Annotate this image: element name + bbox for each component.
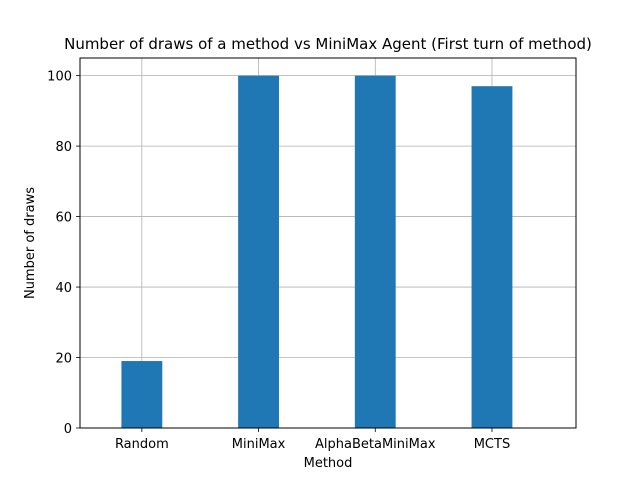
bar-alphabetaminimax (354, 75, 396, 428)
x-axis-label: Method (304, 456, 353, 471)
y-tick-label: 0 (64, 422, 72, 437)
y-tick-label: 100 (47, 70, 72, 85)
x-axis-ticks: Random MiniMax AlphaBetaMiniMax MCTS (115, 428, 510, 452)
y-tick-label: 20 (55, 352, 72, 367)
bar-random (121, 361, 163, 428)
y-tick-label: 60 (55, 211, 72, 226)
bars (121, 75, 513, 428)
y-axis-label: Number of draws (23, 187, 38, 299)
chart-title: Number of draws of a method vs MiniMax A… (64, 35, 592, 53)
bar-mcts (471, 86, 513, 428)
x-tick-label: AlphaBetaMiniMax (315, 437, 436, 452)
y-tick-label: 80 (55, 140, 72, 155)
bar-minimax (238, 75, 279, 428)
plot-frame (79, 57, 577, 429)
y-axis-ticks: 0 20 40 60 80 100 (47, 70, 80, 437)
x-tick-label: MCTS (474, 437, 511, 452)
x-tick-label: Random (115, 437, 169, 452)
y-tick-label: 40 (55, 281, 72, 296)
x-tick-label: MiniMax (232, 437, 286, 452)
